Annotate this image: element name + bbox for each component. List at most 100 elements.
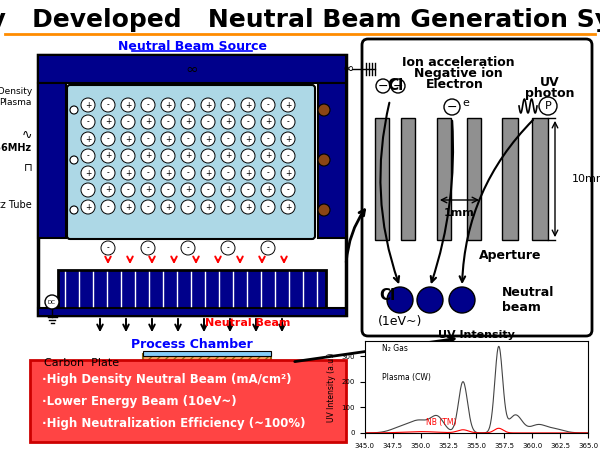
Text: +: +: [185, 117, 191, 126]
Text: DC: DC: [48, 300, 56, 305]
Circle shape: [201, 115, 215, 129]
Text: +: +: [205, 135, 211, 144]
Circle shape: [181, 132, 195, 146]
Bar: [318, 83, 346, 238]
Text: -: -: [146, 100, 149, 109]
Circle shape: [121, 132, 135, 146]
Circle shape: [221, 149, 235, 163]
Circle shape: [101, 241, 115, 255]
Text: P: P: [545, 101, 551, 111]
Text: Quartz Tube: Quartz Tube: [0, 200, 32, 210]
Text: -: -: [206, 185, 209, 194]
Circle shape: [261, 183, 275, 197]
Circle shape: [81, 115, 95, 129]
Circle shape: [201, 183, 215, 197]
Circle shape: [318, 204, 330, 216]
Circle shape: [161, 98, 175, 112]
Text: +: +: [185, 185, 191, 194]
Text: -: -: [146, 168, 149, 177]
Text: +: +: [85, 202, 91, 211]
Text: -: -: [266, 202, 269, 211]
Text: ∞: ∞: [342, 62, 354, 76]
Circle shape: [161, 200, 175, 214]
Circle shape: [101, 166, 115, 180]
Circle shape: [161, 166, 175, 180]
Text: Process Chamber: Process Chamber: [131, 338, 253, 351]
Text: +: +: [285, 202, 291, 211]
Circle shape: [161, 149, 175, 163]
Circle shape: [261, 149, 275, 163]
Text: -: -: [227, 135, 229, 144]
Text: -: -: [187, 243, 190, 252]
Text: -: -: [127, 117, 130, 126]
Text: -: -: [86, 117, 89, 126]
Text: Plasma (CW): Plasma (CW): [382, 374, 430, 382]
Text: -: -: [247, 152, 250, 161]
Text: -: -: [127, 152, 130, 161]
Text: N₂ Gas: N₂ Gas: [382, 344, 407, 353]
Text: +: +: [225, 185, 231, 194]
Text: +: +: [85, 168, 91, 177]
Text: ·Lower Energy Beam (10eV~): ·Lower Energy Beam (10eV~): [42, 395, 236, 408]
Circle shape: [221, 166, 235, 180]
Circle shape: [201, 166, 215, 180]
Circle shape: [141, 241, 155, 255]
Text: -: -: [247, 117, 250, 126]
Text: Electron: Electron: [426, 78, 484, 91]
Circle shape: [181, 183, 195, 197]
Circle shape: [318, 104, 330, 116]
Circle shape: [181, 115, 195, 129]
Circle shape: [201, 149, 215, 163]
Text: Cl: Cl: [379, 288, 395, 303]
Circle shape: [101, 98, 115, 112]
Text: +: +: [285, 168, 291, 177]
Circle shape: [161, 132, 175, 146]
Circle shape: [261, 200, 275, 214]
Circle shape: [161, 183, 175, 197]
Circle shape: [45, 295, 59, 309]
Circle shape: [121, 166, 135, 180]
Text: +: +: [245, 168, 251, 177]
Circle shape: [241, 132, 255, 146]
Circle shape: [81, 200, 95, 214]
Text: -: -: [247, 185, 250, 194]
Text: +: +: [165, 202, 171, 211]
Text: +: +: [165, 135, 171, 144]
Circle shape: [261, 241, 275, 255]
Text: +: +: [85, 135, 91, 144]
Circle shape: [449, 287, 475, 313]
Circle shape: [281, 132, 295, 146]
Circle shape: [81, 183, 95, 197]
Text: +: +: [225, 117, 231, 126]
Circle shape: [81, 132, 95, 146]
Circle shape: [201, 132, 215, 146]
Circle shape: [121, 98, 135, 112]
Circle shape: [101, 132, 115, 146]
Text: -: -: [167, 152, 169, 161]
Circle shape: [181, 200, 195, 214]
Text: +: +: [125, 100, 131, 109]
Bar: [38, 55, 346, 83]
Text: +: +: [205, 202, 211, 211]
Text: -: -: [146, 135, 149, 144]
Text: 1mm: 1mm: [443, 208, 475, 218]
Text: +: +: [125, 168, 131, 177]
Circle shape: [417, 287, 443, 313]
Bar: [502, 118, 518, 240]
Circle shape: [70, 206, 78, 214]
Text: +: +: [265, 117, 271, 126]
Circle shape: [161, 115, 175, 129]
Text: -: -: [266, 100, 269, 109]
Bar: [143, 351, 271, 356]
Circle shape: [121, 183, 135, 197]
Text: -: -: [266, 135, 269, 144]
Text: ∿: ∿: [22, 129, 32, 141]
Circle shape: [241, 98, 255, 112]
Text: ·High Neutralization Efficiency (~100%): ·High Neutralization Efficiency (~100%): [42, 417, 305, 429]
Text: -: -: [107, 135, 109, 144]
Text: +: +: [105, 185, 111, 194]
Text: -: -: [187, 168, 190, 177]
Circle shape: [141, 132, 155, 146]
Text: +: +: [265, 185, 271, 194]
Text: +: +: [165, 100, 171, 109]
